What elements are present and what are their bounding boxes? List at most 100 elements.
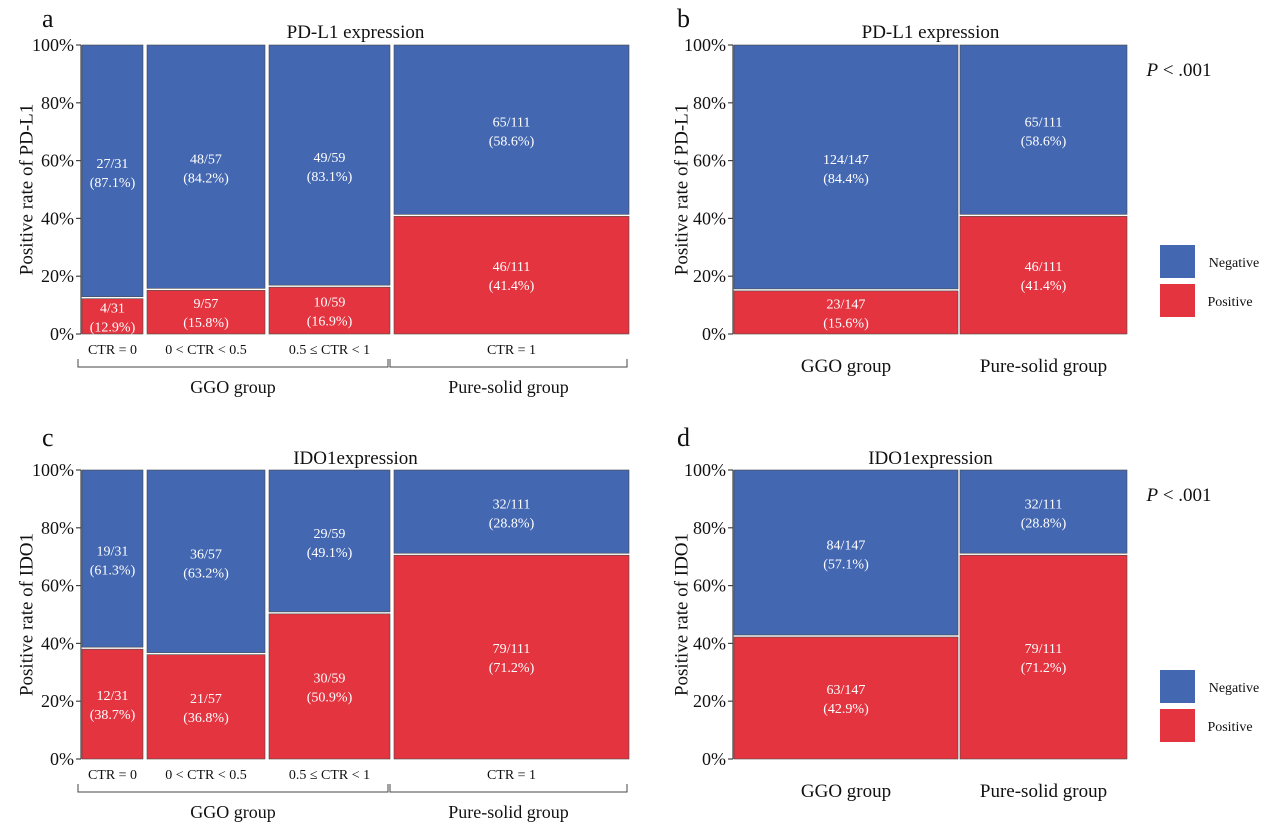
data-label-negative-count: 32/111 — [493, 498, 531, 513]
group-label: GGO group — [190, 377, 276, 397]
chart-title: PD-L1 expression — [287, 22, 425, 43]
y-tick-label: 100% — [684, 35, 726, 55]
x-category-label: CTR = 0 — [88, 343, 137, 358]
y-tick-label: 80% — [693, 93, 726, 113]
y-tick-label: 20% — [693, 266, 726, 286]
data-label-positive-count: 4/31 — [100, 301, 125, 316]
legend-label-negative: Negative — [1209, 256, 1260, 271]
data-label-negative-count: 27/31 — [97, 157, 129, 172]
data-label-negative-pct: (63.2%) — [183, 566, 229, 581]
legend-swatch-negative — [1160, 245, 1195, 278]
tile-negative — [393, 469, 630, 554]
x-category-label: CTR = 0 — [88, 768, 137, 783]
y-tick-label: 20% — [693, 691, 726, 711]
tile-negative — [146, 469, 266, 653]
data-label-negative-count: 65/111 — [493, 116, 531, 131]
tile-positive — [81, 648, 144, 760]
chart-title: IDO1expression — [868, 448, 993, 469]
data-label-negative-count: 65/111 — [1025, 116, 1063, 131]
x-category-label: CTR = 1 — [487, 343, 536, 358]
panel-letter-b: b — [677, 4, 690, 33]
tile-negative — [81, 44, 144, 298]
x-category-label: Pure-solid group — [980, 356, 1107, 377]
x-category-label: GGO group — [801, 781, 891, 802]
data-label-positive-count: 21/57 — [190, 692, 222, 707]
tile-negative — [733, 44, 959, 290]
tile-positive — [146, 290, 266, 335]
data-label-positive-pct: (71.2%) — [1021, 661, 1067, 676]
tile-negative — [146, 44, 266, 289]
data-label-negative-pct: (61.3%) — [90, 564, 136, 579]
x-category-label: 0.5 ≤ CTR < 1 — [289, 343, 370, 358]
tile-negative — [268, 469, 391, 613]
chart-title: PD-L1 expression — [862, 22, 1000, 43]
p-value: P < .001 — [1145, 60, 1211, 81]
y-tick-label: 0% — [702, 324, 726, 344]
data-label-positive-count: 46/111 — [493, 260, 531, 275]
data-label-positive-pct: (12.9%) — [90, 320, 136, 335]
tile-positive — [393, 554, 630, 760]
y-tick-label: 80% — [693, 518, 726, 538]
y-tick-label: 100% — [32, 35, 74, 55]
y-tick-label: 40% — [693, 208, 726, 228]
tile-positive — [733, 636, 959, 760]
tile-positive — [81, 298, 144, 335]
panel-letter-a: a — [42, 4, 54, 33]
y-tick-label: 40% — [41, 208, 74, 228]
data-label-positive-count: 63/147 — [827, 683, 866, 698]
data-label-negative-count: 32/111 — [1025, 498, 1063, 513]
group-bracket — [77, 784, 389, 793]
y-tick-label: 60% — [41, 151, 74, 171]
p-value-text: < .001 — [1158, 60, 1211, 81]
data-label-negative-count: 124/147 — [823, 153, 869, 168]
group-bracket — [389, 784, 628, 793]
legend-label-negative: Negative — [1209, 681, 1260, 696]
tile-positive — [146, 654, 266, 760]
y-axis-label: Positive rate of PD-L1 — [16, 104, 37, 276]
data-label-positive-count: 79/111 — [493, 642, 531, 657]
data-label-negative-count: 36/57 — [190, 547, 222, 562]
legend-label-positive: Positive — [1207, 720, 1252, 735]
data-label-positive-pct: (15.6%) — [823, 316, 869, 331]
group-label: GGO group — [190, 802, 276, 822]
y-tick-label: 40% — [693, 633, 726, 653]
p-value-text: < .001 — [1158, 485, 1211, 506]
tile-positive — [393, 216, 630, 335]
data-label-positive-pct: (41.4%) — [1021, 279, 1067, 294]
legend-swatch-negative — [1160, 670, 1195, 703]
data-label-negative-count: 29/59 — [314, 527, 346, 542]
data-label-positive-count: 79/111 — [1025, 642, 1063, 657]
p-value-symbol: P — [1145, 60, 1158, 81]
data-label-negative-pct: (58.6%) — [1021, 135, 1067, 150]
y-tick-label: 100% — [684, 460, 726, 480]
data-label-negative-pct: (58.6%) — [489, 135, 535, 150]
y-tick-label: 80% — [41, 518, 74, 538]
data-label-negative-pct: (83.1%) — [307, 170, 353, 185]
x-category-label: Pure-solid group — [980, 781, 1107, 802]
group-label: Pure-solid group — [448, 802, 569, 822]
y-tick-label: 100% — [32, 460, 74, 480]
tile-negative — [268, 44, 391, 286]
y-tick-label: 80% — [41, 93, 74, 113]
data-label-positive-pct: (36.8%) — [183, 711, 229, 726]
data-label-positive-count: 46/111 — [1025, 260, 1063, 275]
data-label-negative-count: 19/31 — [97, 545, 129, 560]
data-label-positive-pct: (42.9%) — [823, 702, 869, 717]
data-label-positive-pct: (15.8%) — [183, 316, 229, 331]
data-label-negative-pct: (28.8%) — [1021, 517, 1067, 532]
legend-swatch-positive — [1160, 709, 1195, 742]
panel-letter-d: d — [677, 423, 690, 452]
tile-negative — [959, 44, 1128, 215]
data-label-positive-pct: (38.7%) — [90, 708, 136, 723]
y-tick-label: 0% — [50, 749, 74, 769]
y-tick-label: 20% — [41, 691, 74, 711]
group-label: Pure-solid group — [448, 377, 569, 397]
y-tick-label: 40% — [41, 633, 74, 653]
y-tick-label: 60% — [693, 576, 726, 596]
data-label-negative-count: 48/57 — [190, 153, 222, 168]
data-label-negative-pct: (84.4%) — [823, 172, 869, 187]
tile-negative — [733, 469, 959, 636]
data-label-positive-count: 30/59 — [314, 671, 346, 686]
data-label-positive-pct: (50.9%) — [307, 690, 353, 705]
tile-positive — [268, 286, 391, 335]
